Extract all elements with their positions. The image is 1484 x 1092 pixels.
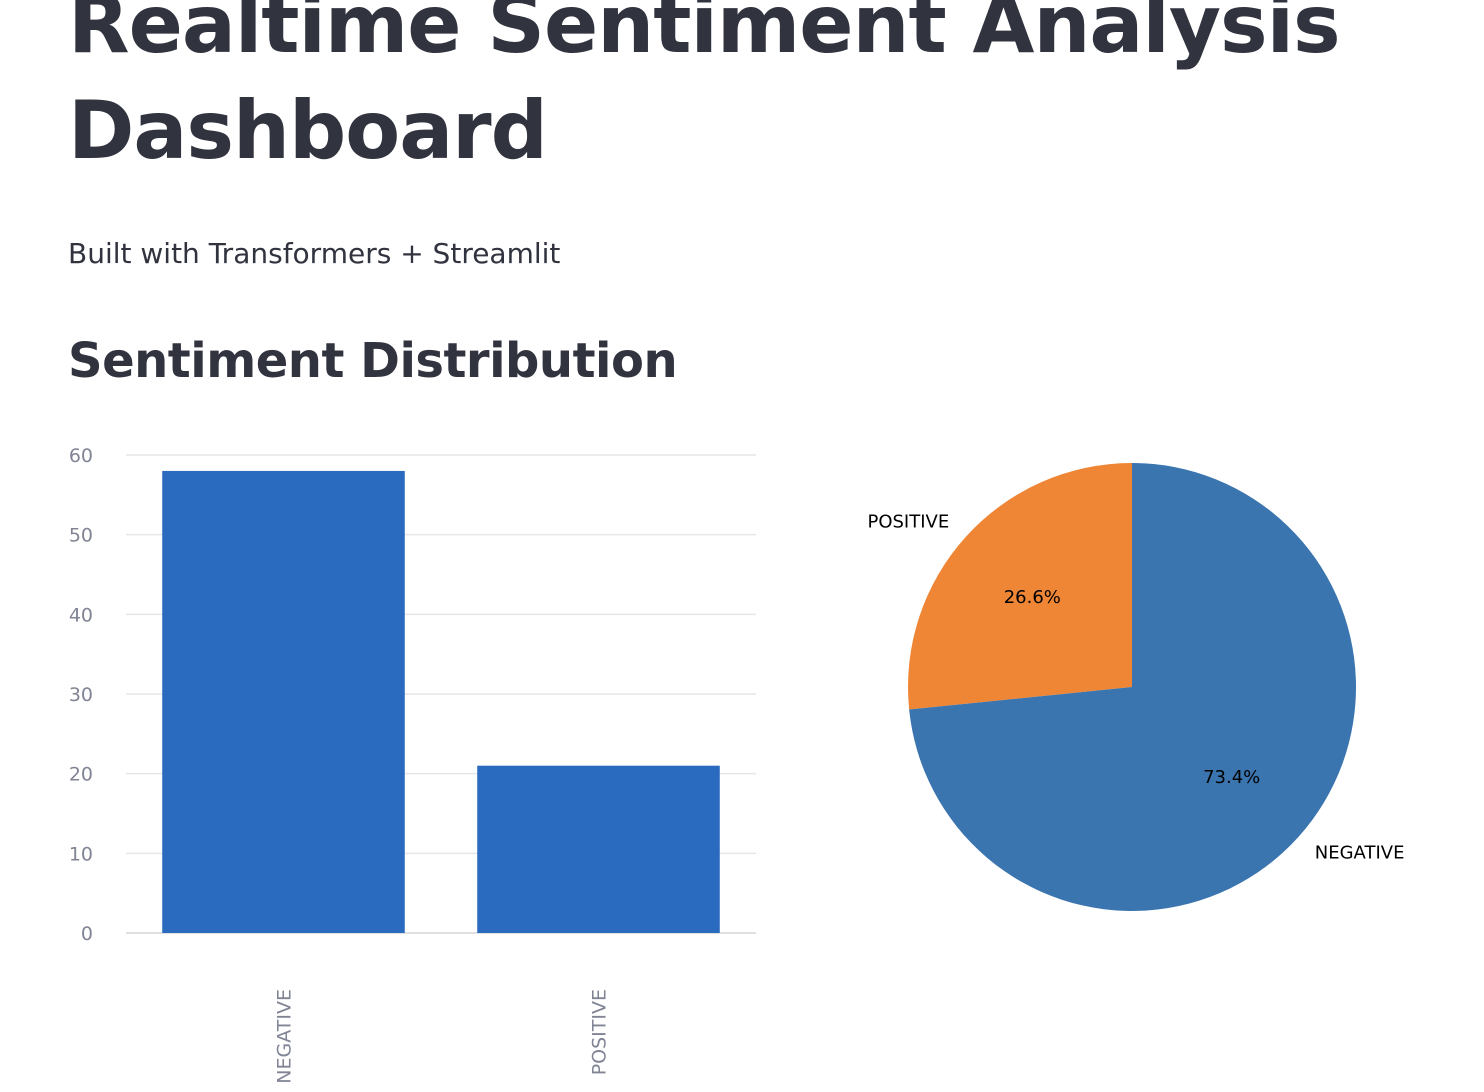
bar-negative — [162, 470, 405, 933]
x-tick-label: NEGATIVE — [274, 989, 296, 1084]
y-tick-label: 20 — [69, 764, 93, 786]
y-tick-label: 50 — [69, 525, 93, 547]
y-tick-label: 30 — [69, 684, 93, 706]
pie-label: NEGATIVE — [1315, 842, 1405, 863]
page-subtitle: Built with Transformers + Streamlit — [68, 237, 561, 270]
y-tick-label: 40 — [69, 604, 93, 626]
y-tick-label: 10 — [69, 843, 93, 865]
bar-chart: 0 10 20 30 40 50 60 NEGATIVE POSITIVE — [69, 445, 756, 1084]
pie-chart: POSITIVE 26.6% NEGATIVE 73.4% — [867, 463, 1405, 911]
pie-percent-label: 73.4% — [1203, 767, 1260, 788]
x-tick-label: POSITIVE — [589, 989, 611, 1075]
section-heading: Sentiment Distribution — [68, 333, 678, 389]
y-tick-label: 60 — [69, 445, 93, 467]
pie-slice-negative — [909, 463, 1356, 911]
y-tick-label: 0 — [81, 923, 93, 945]
pie-percent-label: 26.6% — [1004, 587, 1061, 608]
pie-slice-positive — [908, 463, 1132, 710]
pie-label: POSITIVE — [867, 512, 949, 533]
page-title: Realtime Sentiment Analysis Dashboard — [68, 0, 1341, 177]
bar-positive — [477, 765, 720, 933]
